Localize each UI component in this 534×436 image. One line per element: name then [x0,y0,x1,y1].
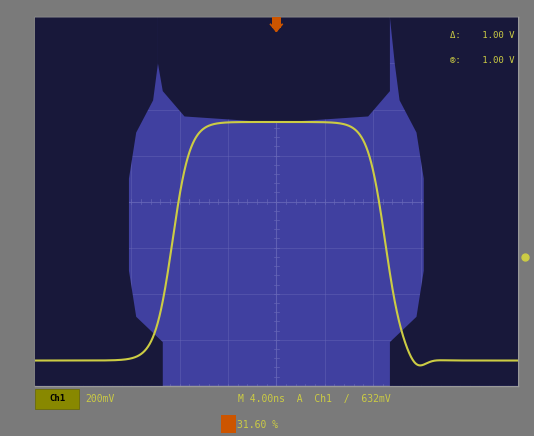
Text: 31.60 %: 31.60 % [237,420,278,430]
Polygon shape [158,17,390,123]
FancyBboxPatch shape [35,389,79,409]
Polygon shape [35,17,163,386]
FancyBboxPatch shape [271,10,281,27]
Text: Δ:    1.00 V: Δ: 1.00 V [450,31,515,40]
Text: 200mV: 200mV [85,394,115,404]
FancyBboxPatch shape [221,415,236,433]
Text: ®:    1.00 V: ®: 1.00 V [450,57,515,65]
Polygon shape [390,17,518,386]
Text: M 4.00ns  A  Ch1  /  632mV: M 4.00ns A Ch1 / 632mV [238,394,390,404]
Text: Ch1: Ch1 [49,395,65,403]
